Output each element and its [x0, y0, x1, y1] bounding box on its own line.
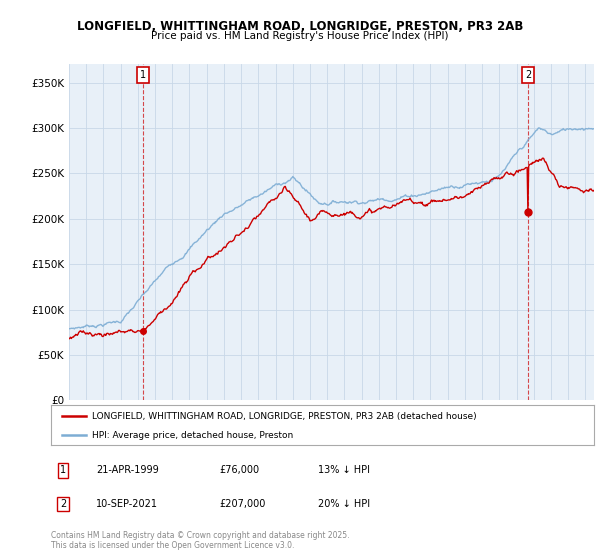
Text: 21-APR-1999: 21-APR-1999 [96, 465, 159, 475]
Text: 20% ↓ HPI: 20% ↓ HPI [318, 499, 370, 509]
Text: £76,000: £76,000 [219, 465, 259, 475]
Text: LONGFIELD, WHITTINGHAM ROAD, LONGRIDGE, PRESTON, PR3 2AB: LONGFIELD, WHITTINGHAM ROAD, LONGRIDGE, … [77, 20, 523, 32]
Text: 1: 1 [60, 465, 66, 475]
Text: 2: 2 [60, 499, 66, 509]
Text: HPI: Average price, detached house, Preston: HPI: Average price, detached house, Pres… [92, 431, 293, 440]
Text: £207,000: £207,000 [219, 499, 265, 509]
Text: LONGFIELD, WHITTINGHAM ROAD, LONGRIDGE, PRESTON, PR3 2AB (detached house): LONGFIELD, WHITTINGHAM ROAD, LONGRIDGE, … [92, 412, 476, 421]
Text: 2: 2 [525, 71, 531, 80]
Text: Contains HM Land Registry data © Crown copyright and database right 2025.
This d: Contains HM Land Registry data © Crown c… [51, 530, 349, 550]
Text: 13% ↓ HPI: 13% ↓ HPI [318, 465, 370, 475]
Text: 1: 1 [140, 71, 146, 80]
Text: Price paid vs. HM Land Registry's House Price Index (HPI): Price paid vs. HM Land Registry's House … [151, 31, 449, 41]
Text: 10-SEP-2021: 10-SEP-2021 [96, 499, 158, 509]
